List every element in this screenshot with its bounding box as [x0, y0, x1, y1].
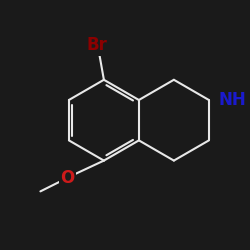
Text: Br: Br — [87, 36, 108, 54]
Text: O: O — [60, 169, 74, 187]
Text: NH: NH — [218, 91, 246, 109]
